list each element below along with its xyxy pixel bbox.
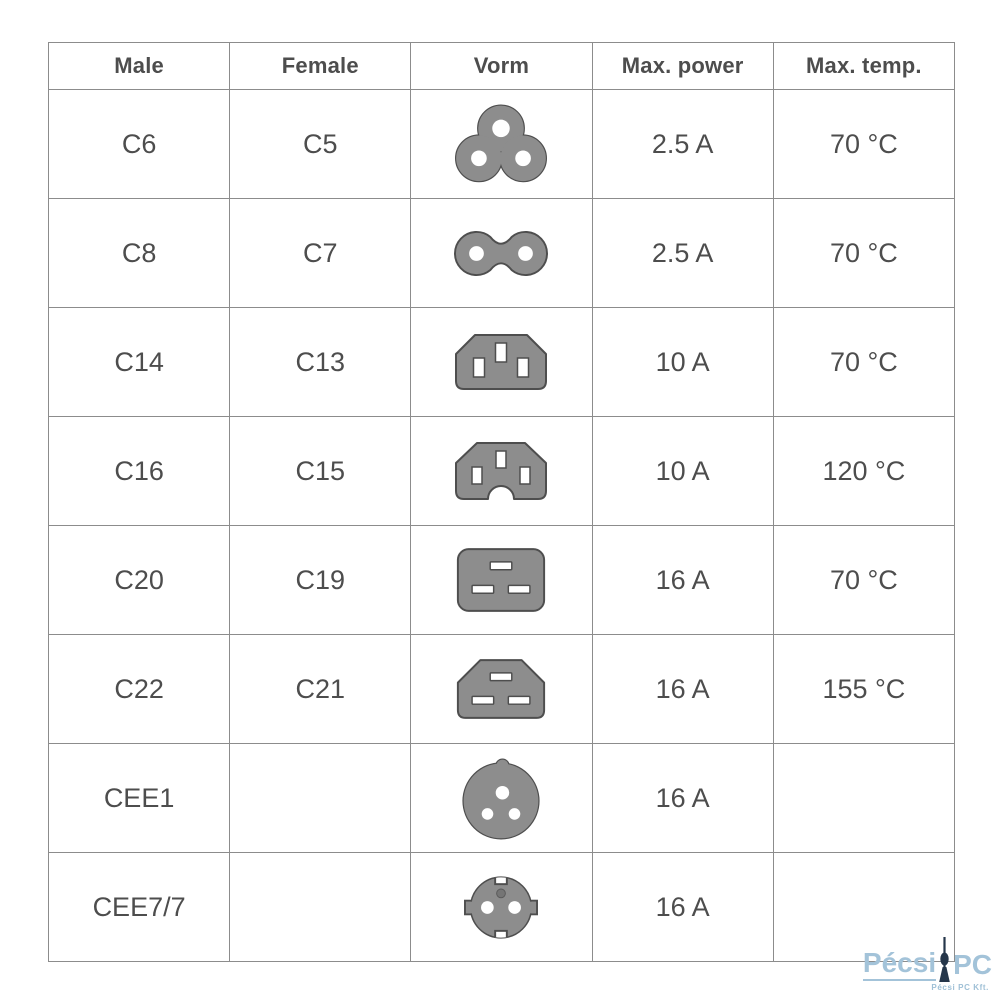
cell-female: [229, 743, 412, 853]
table-row-cee77: CEE7/7: [47, 852, 956, 962]
cell-vorm: [410, 852, 593, 962]
c13-connector-icon: [455, 334, 548, 390]
cell-max-power: 2.5 A: [591, 89, 774, 199]
header-row: Male Female Vorm Max. power Max. temp.: [47, 42, 956, 90]
cell-male: C16: [47, 416, 231, 526]
column-header-max-power: Max. power: [591, 42, 774, 90]
cell-vorm: [410, 416, 593, 526]
column-header-vorm: Vorm: [410, 42, 593, 90]
cell-female: C13: [229, 307, 412, 417]
cell-male: C20: [47, 525, 231, 635]
cell-male: C8: [47, 198, 231, 308]
table-row-c6: C6 C5 2.5 A 7: [47, 89, 956, 199]
cell-max-power: 10 A: [591, 416, 774, 526]
c21-connector-icon: [457, 659, 546, 719]
tv-tower-icon: [939, 937, 950, 982]
cell-max-temp: 70 °C: [772, 198, 956, 308]
pecsipc-logo-text: Pécsi PC: [862, 937, 992, 982]
cell-female: C7: [229, 198, 412, 308]
table-row-c16: C16 C15 10 A 120 °C: [47, 416, 956, 526]
cell-max-power: 16 A: [591, 743, 774, 853]
c15-notched-connector-icon: [455, 442, 548, 500]
column-header-female: Female: [229, 42, 412, 90]
cell-female: [229, 852, 412, 962]
cell-male: CEE1: [47, 743, 231, 853]
column-header-max-temp: Max. temp.: [772, 42, 956, 90]
cell-max-power: 2.5 A: [591, 198, 774, 308]
c7-figure8-connector-icon: [454, 230, 549, 276]
cell-female: C15: [229, 416, 412, 526]
cell-max-power: 16 A: [591, 852, 774, 962]
cell-female: C19: [229, 525, 412, 635]
cell-max-temp: 70 °C: [772, 525, 956, 635]
cell-max-power: 16 A: [591, 634, 774, 744]
logo-text-pecsi: Pécsi: [862, 949, 937, 981]
cell-male: C22: [47, 634, 231, 744]
column-header-male: Male: [47, 42, 231, 90]
table-row-cee1: CEE1 16 A: [47, 743, 956, 853]
cell-max-temp: 155 °C: [772, 634, 956, 744]
cell-max-temp: 70 °C: [772, 307, 956, 417]
logo-text-pc: PC: [953, 949, 992, 981]
cell-max-power: 16 A: [591, 525, 774, 635]
table-row-c20: C20 C19 16 A 70 °C: [47, 525, 956, 635]
cell-vorm: [410, 89, 593, 199]
logo-subtext: Pécsi PC Kft.: [931, 983, 989, 992]
cell-female: C5: [229, 89, 412, 199]
table-row-c14: C14 C13 10 A 70 °C: [47, 307, 956, 417]
cee1-round-connector-icon: [462, 757, 541, 840]
cell-max-temp: [772, 852, 956, 962]
connector-table: Male Female Vorm Max. power Max. temp. C…: [47, 42, 956, 962]
pecsipc-logo: Pécsi PC Pécsi PC Kft.: [862, 937, 992, 992]
cell-max-temp: 70 °C: [772, 89, 956, 199]
cell-vorm: [410, 307, 593, 417]
cell-vorm: [410, 525, 593, 635]
table-row-c22: C22 C21 16 A 155 °C: [47, 634, 956, 744]
cell-male: CEE7/7: [47, 852, 231, 962]
cell-max-power: 10 A: [591, 307, 774, 417]
cell-max-temp: 120 °C: [772, 416, 956, 526]
cell-vorm: [410, 198, 593, 308]
cell-vorm: [410, 634, 593, 744]
cell-vorm: [410, 743, 593, 853]
cell-max-temp: [772, 743, 956, 853]
cell-male: C14: [47, 307, 231, 417]
cell-female: C21: [229, 634, 412, 744]
c19-connector-icon: [457, 548, 546, 612]
cee77-schuko-connector-icon: [464, 875, 539, 939]
cell-male: C6: [47, 89, 231, 199]
table-row-c8: C8 C7 2.5 A 70 °C: [47, 198, 956, 308]
c5-cloverleaf-connector-icon: [455, 103, 548, 182]
